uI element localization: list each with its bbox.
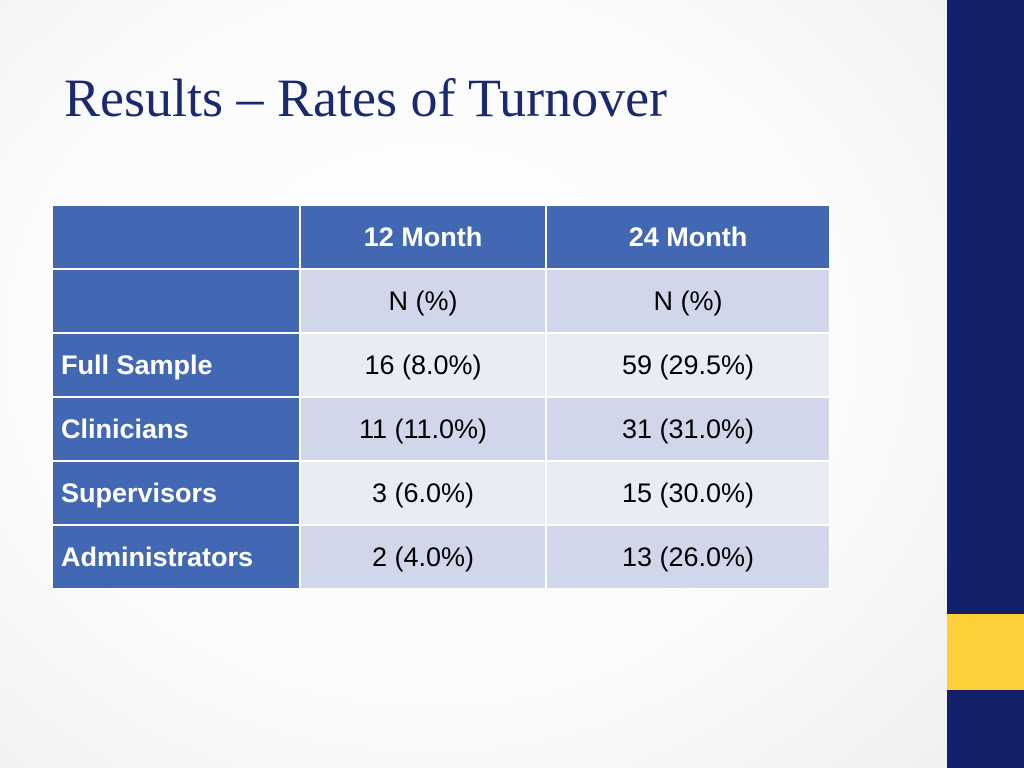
table-row-clinicians: Clinicians 11 (11.0%) 31 (31.0%) [51, 396, 831, 462]
turnover-table: 12 Month 24 Month N (%) N (%) Full Sampl… [51, 204, 831, 590]
table-row-administrators: Administrators 2 (4.0%) 13 (26.0%) [51, 524, 831, 590]
row-label: Administrators [51, 524, 301, 590]
cell-24-month: 31 (31.0%) [545, 396, 831, 462]
header-cell-empty [51, 204, 301, 270]
cell-24-month: 59 (29.5%) [545, 332, 831, 398]
cell-12-month: 2 (4.0%) [299, 524, 547, 590]
table-row-full-sample: Full Sample 16 (8.0%) 59 (29.5%) [51, 332, 831, 398]
row-label: Clinicians [51, 396, 301, 462]
subheader-cell-24-month: N (%) [545, 268, 831, 334]
cell-12-month: 3 (6.0%) [299, 460, 547, 526]
cell-24-month: 15 (30.0%) [545, 460, 831, 526]
subheader-cell-empty [51, 268, 301, 334]
table-header-row: 12 Month 24 Month [51, 204, 831, 270]
header-cell-12-month: 12 Month [299, 204, 547, 270]
cell-12-month: 11 (11.0%) [299, 396, 547, 462]
row-label: Full Sample [51, 332, 301, 398]
subheader-cell-12-month: N (%) [299, 268, 547, 334]
table-row-supervisors: Supervisors 3 (6.0%) 15 (30.0%) [51, 460, 831, 526]
cell-24-month: 13 (26.0%) [545, 524, 831, 590]
header-cell-24-month: 24 Month [545, 204, 831, 270]
side-accent-decoration [947, 614, 1024, 690]
table-subheader-row: N (%) N (%) [51, 268, 831, 334]
cell-12-month: 16 (8.0%) [299, 332, 547, 398]
row-label: Supervisors [51, 460, 301, 526]
slide-title: Results – Rates of Turnover [64, 68, 668, 128]
